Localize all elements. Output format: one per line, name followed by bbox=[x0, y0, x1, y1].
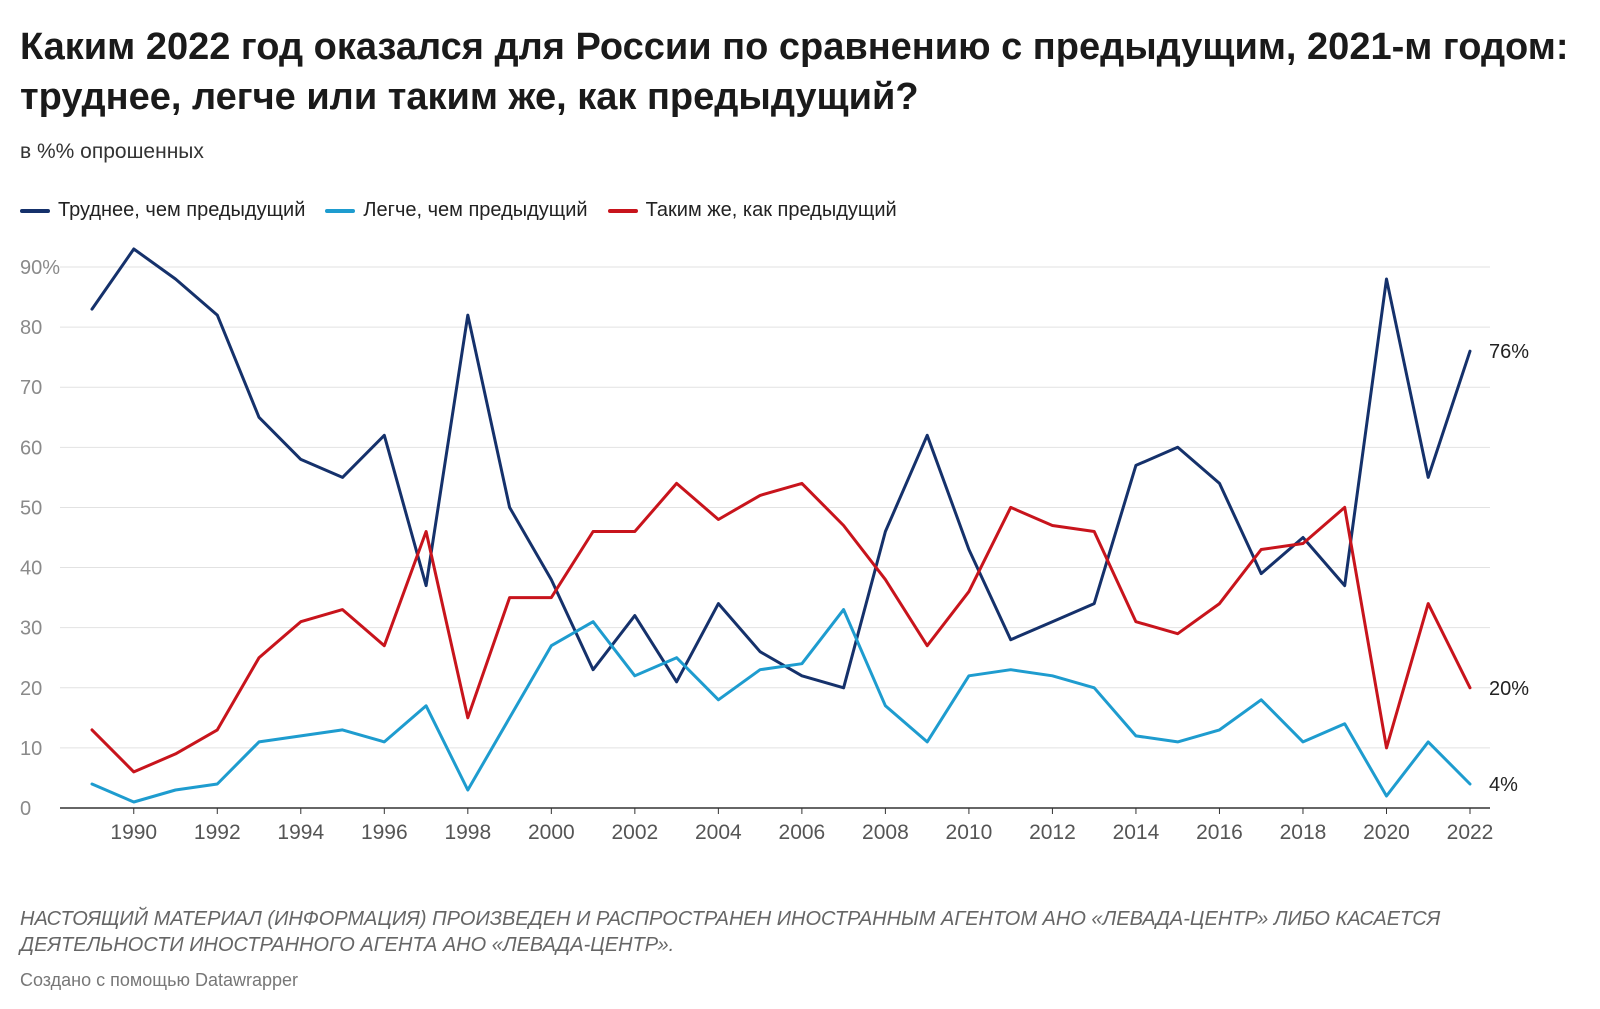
datawrapper-credit: Создано с помощью Datawrapper bbox=[20, 970, 299, 990]
legend-label-harder: Труднее, чем предыдущий bbox=[58, 199, 306, 221]
x-tick-label: 2002 bbox=[611, 821, 658, 844]
y-tick-label: 80 bbox=[20, 317, 42, 339]
x-tick-label: 2004 bbox=[695, 821, 742, 844]
foreign-agent-note: НАСТОЯЩИЙ МАТЕРИАЛ (ИНФОРМАЦИЯ) ПРОИЗВЕД… bbox=[20, 908, 1441, 956]
x-tick-label: 2022 bbox=[1447, 821, 1494, 844]
x-tick-label: 2016 bbox=[1196, 821, 1243, 844]
y-tick-label: 70 bbox=[20, 377, 42, 399]
legend-swatch-same bbox=[607, 208, 638, 213]
series-line-same bbox=[90, 481, 1472, 774]
y-tick-label: 90% bbox=[20, 257, 60, 279]
y-tick-label: 60 bbox=[20, 437, 42, 459]
end-label-harder: 76% bbox=[1489, 341, 1529, 363]
y-tick-label: 20 bbox=[20, 678, 42, 700]
y-tick-label: 0 bbox=[20, 798, 31, 820]
x-tick-label: 2014 bbox=[1113, 821, 1160, 844]
x-tick-label: 2018 bbox=[1280, 821, 1327, 844]
series-line-easier bbox=[90, 608, 1472, 804]
x-tick-label: 1990 bbox=[110, 821, 157, 844]
series-line-harder bbox=[90, 247, 1472, 690]
legend-item-same: Таким же, как предыдущий bbox=[607, 199, 897, 222]
y-tick-label: 40 bbox=[20, 558, 42, 580]
x-tick-label: 2008 bbox=[862, 821, 909, 844]
x-tick-label: 2020 bbox=[1363, 821, 1410, 844]
x-tick-label: 1996 bbox=[361, 821, 408, 844]
chart-title: Каким 2022 год оказался для России по ср… bbox=[20, 26, 1569, 118]
chart-legend: Труднее, чем предыдущий Легче, чем преды… bbox=[20, 199, 897, 222]
x-tick-label: 2010 bbox=[946, 821, 993, 844]
x-tick-label: 2000 bbox=[528, 821, 575, 844]
end-label-easier: 4% bbox=[1489, 774, 1518, 796]
y-tick-label: 50 bbox=[20, 497, 42, 519]
chart-subtitle: в %% опрошенных bbox=[20, 140, 204, 163]
y-tick-label: 30 bbox=[20, 618, 42, 640]
legend-item-easier: Легче, чем предыдущий bbox=[325, 199, 588, 222]
x-tick-label: 2006 bbox=[779, 821, 826, 844]
legend-label-same: Таким же, как предыдущий bbox=[645, 199, 897, 221]
legend-item-harder: Труднее, чем предыдущий bbox=[20, 199, 305, 222]
y-tick-label: 10 bbox=[20, 738, 42, 760]
legend-label-easier: Легче, чем предыдущий bbox=[363, 199, 588, 221]
x-tick-label: 1992 bbox=[194, 821, 241, 844]
legend-swatch-easier bbox=[325, 208, 356, 213]
x-tick-label: 1994 bbox=[277, 821, 324, 844]
end-label-same: 20% bbox=[1489, 678, 1529, 700]
legend-swatch-harder bbox=[20, 208, 50, 213]
x-tick-label: 1998 bbox=[444, 821, 491, 844]
x-tick-label: 2012 bbox=[1029, 821, 1076, 844]
